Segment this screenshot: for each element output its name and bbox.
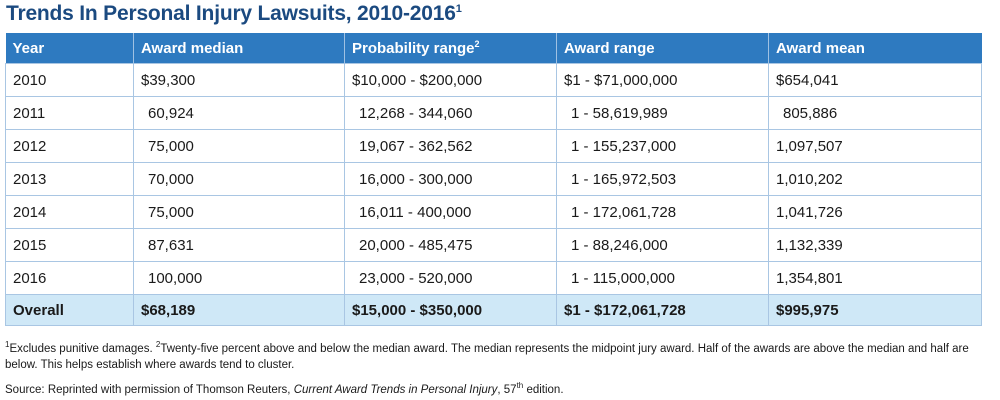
cell-year: Overall (5, 294, 134, 326)
source-prefix: Source: Reprinted with permission of Tho… (5, 383, 294, 396)
page-title: Trends In Personal Injury Lawsuits, 2010… (6, 2, 462, 26)
cell-year: 2016 (5, 261, 134, 295)
cell-award-median: 87,631 (133, 228, 345, 262)
cell-year: 2015 (5, 228, 134, 262)
footnotes: 1Excludes punitive damages. 2Twenty-five… (5, 337, 980, 398)
footnote-text: 1Excludes punitive damages. 2Twenty-five… (5, 337, 980, 373)
cell-award-range: 1 - 165,972,503 (556, 162, 769, 196)
cell-award-median: 60,924 (133, 96, 345, 130)
cell-probability-range: 23,000 - 520,000 (344, 261, 557, 295)
table-row: 2012 75,000 19,067 - 362,562 1 - 155,237… (5, 129, 982, 163)
cell-year: 2011 (5, 96, 134, 130)
source-title: Current Award Trends in Personal Injury (293, 383, 498, 396)
cell-probability-range: 16,000 - 300,000 (344, 162, 557, 196)
cell-year: 2013 (5, 162, 134, 196)
header-award-range: Award range (556, 33, 769, 64)
source-edition-suffix: edition. (523, 383, 564, 396)
table-row: 2016 100,000 23,000 - 520,000 1 - 115,00… (5, 261, 982, 295)
cell-award-mean: 805,886 (768, 96, 982, 130)
title-footnote-marker: 1 (455, 3, 462, 15)
cell-year: 2012 (5, 129, 134, 163)
header-award-mean: Award mean (768, 33, 982, 64)
cell-probability-range: $15,000 - $350,000 (344, 294, 557, 326)
cell-award-mean: 1,132,339 (768, 228, 982, 262)
footnote-1-marker: 1 (5, 340, 10, 349)
source-line: Source: Reprinted with permission of Tho… (5, 378, 980, 398)
cell-award-mean: $654,041 (768, 63, 982, 97)
cell-award-range: 1 - 172,061,728 (556, 195, 769, 229)
table-row: 2011 60,924 12,268 - 344,060 1 - 58,619,… (5, 96, 982, 130)
cell-award-range: $1 - $172,061,728 (556, 294, 769, 326)
cell-probability-range: 20,000 - 485,475 (344, 228, 557, 262)
cell-probability-range: 19,067 - 362,562 (344, 129, 557, 163)
cell-award-range: 1 - 115,000,000 (556, 261, 769, 295)
cell-award-range: 1 - 155,237,000 (556, 129, 769, 163)
cell-award-range: 1 - 88,246,000 (556, 228, 769, 262)
header-probability-range: Probability range2 (344, 33, 557, 64)
cell-award-median: $68,189 (133, 294, 345, 326)
header-probability-range-text: Probability range (352, 40, 475, 57)
cell-award-median: 75,000 (133, 195, 345, 229)
table-row: 2014 75,000 16,011 - 400,000 1 - 172,061… (5, 195, 982, 229)
cell-year: 2010 (5, 63, 134, 97)
cell-award-mean: 1,041,726 (768, 195, 982, 229)
cell-award-mean: 1,097,507 (768, 129, 982, 163)
footnote-1-text: Excludes punitive damages. (9, 342, 153, 355)
table-header-row: Year Award median Probability range2 Awa… (5, 33, 982, 64)
cell-award-median: 100,000 (133, 261, 345, 295)
footnote-2-marker: 2 (155, 340, 161, 349)
cell-award-median: 75,000 (133, 129, 345, 163)
cell-award-median: 70,000 (133, 162, 345, 196)
header-probability-footnote-marker: 2 (474, 39, 480, 49)
page-title-text: Trends In Personal Injury Lawsuits, 2010… (6, 2, 456, 25)
cell-award-range: $1 - $71,000,000 (556, 63, 769, 97)
cell-probability-range: 16,011 - 400,000 (344, 195, 557, 229)
table-row: 2015 87,631 20,000 - 485,475 1 - 88,246,… (5, 228, 982, 262)
cell-award-mean: 1,010,202 (768, 162, 982, 196)
header-year: Year (5, 33, 134, 64)
header-award-median: Award median (133, 33, 345, 64)
table-row-overall: Overall $68,189 $15,000 - $350,000 $1 - … (5, 294, 982, 326)
cell-award-mean: 1,354,801 (768, 261, 982, 295)
source-edition-sup: th (516, 380, 524, 390)
cell-award-median: $39,300 (133, 63, 345, 97)
table-row: 2013 70,000 16,000 - 300,000 1 - 165,972… (5, 162, 982, 196)
footnote-2-text: Twenty-five percent above and below the … (5, 342, 969, 371)
source-edition-num: , 57 (497, 383, 517, 396)
table-row: 2010 $39,300 $10,000 - $200,000 $1 - $71… (5, 63, 982, 97)
cell-probability-range: 12,268 - 344,060 (344, 96, 557, 130)
cell-award-mean: $995,975 (768, 294, 982, 326)
cell-award-range: 1 - 58,619,989 (556, 96, 769, 130)
lawsuit-trends-table: Year Award median Probability range2 Awa… (5, 33, 982, 326)
cell-year: 2014 (5, 195, 134, 229)
cell-probability-range: $10,000 - $200,000 (344, 63, 557, 97)
